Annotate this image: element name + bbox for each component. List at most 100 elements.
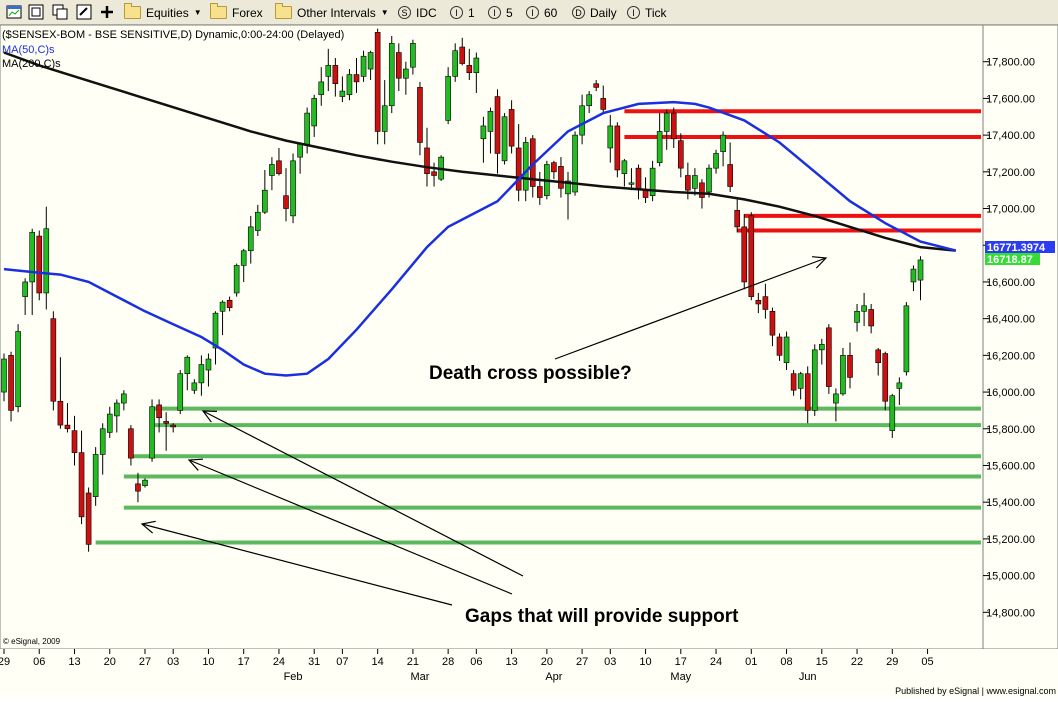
candle-down (85, 492, 92, 545)
candle-up (840, 355, 846, 395)
candle-up (480, 125, 487, 140)
y-tick-label: 15,600.00 (986, 460, 1035, 472)
candle-up (656, 131, 663, 163)
ma50-price-label: 16771.3974 (987, 242, 1046, 254)
candle-down (466, 65, 473, 74)
candle-down (508, 109, 515, 147)
x-month-label: Mar (410, 671, 429, 683)
x-tick-label: 07 (336, 656, 348, 668)
candle-down (558, 166, 564, 189)
x-tick-label: 29 (886, 656, 898, 668)
x-tick-label: 29 (0, 656, 10, 668)
candles (1, 28, 924, 552)
price-chart[interactable]: 14,800.00 15,000.00 15,200.00 15,400.00 15,6… (0, 24, 1058, 697)
tick-circle-icon: I (627, 6, 640, 19)
candle-up (663, 112, 670, 132)
candle-up (854, 311, 860, 323)
candle-up (149, 406, 155, 459)
candle-down (670, 112, 677, 140)
y-tick-label: 17,400.00 (986, 130, 1035, 142)
idc-button[interactable]: S IDC (398, 3, 437, 22)
candle-up (917, 259, 924, 281)
equities-menu[interactable]: Equities ▼ (124, 3, 202, 22)
candle-down (804, 373, 811, 411)
candle-up (184, 356, 191, 375)
candle-up (410, 43, 416, 68)
x-tick-label: 13 (505, 656, 517, 668)
interval-5-label: 5 (506, 5, 513, 20)
copy-chart-icon[interactable] (52, 4, 68, 20)
candle-up (29, 232, 36, 283)
candle-up (811, 349, 818, 411)
close-price-box (985, 253, 1040, 265)
candle-up (628, 182, 635, 185)
candle-up (106, 413, 113, 433)
dropdown-caret-icon: ▼ (193, 8, 202, 17)
candle-down (734, 210, 741, 228)
candle-up (269, 164, 275, 176)
x-tick-label: 13 (68, 656, 80, 668)
candle-up (15, 331, 21, 408)
forex-menu[interactable]: Forex (210, 3, 263, 22)
interval-60-button[interactable]: I 60 (526, 3, 557, 22)
candle-down (515, 147, 522, 191)
candle-down (741, 226, 748, 283)
other-intervals-menu[interactable]: Other Intervals ▼ (275, 3, 389, 22)
candle-down (64, 424, 71, 430)
y-tick-label: 14,800.00 (986, 607, 1035, 619)
idc-label: IDC (416, 5, 437, 20)
x-tick-label: 15 (816, 656, 828, 668)
daily-label: Daily (590, 5, 617, 20)
candle-up (346, 74, 353, 96)
x-tick-label: 14 (372, 656, 384, 668)
candle-up (121, 393, 127, 404)
arrow-head (187, 458, 204, 471)
x-tick-label: 28 (442, 656, 454, 668)
candle-up (501, 116, 508, 162)
candle-down (36, 235, 43, 294)
ma50-line (3, 100, 957, 377)
zoom-icon[interactable] (28, 4, 44, 20)
candle-up (818, 344, 825, 351)
candle-up (452, 50, 459, 77)
equities-label: Equities (146, 5, 189, 20)
x-tick-label: 05 (921, 656, 933, 668)
candle-down (727, 164, 733, 187)
candle-down (57, 400, 64, 426)
candle-up (896, 382, 903, 389)
add-icon[interactable] (99, 4, 115, 20)
candle-up (311, 98, 318, 127)
candle-up (713, 153, 719, 169)
price-axis-panel (982, 24, 1058, 650)
candle-up (255, 211, 261, 231)
interval-60-label: 60 (544, 5, 558, 20)
new-chart-icon[interactable] (6, 4, 22, 20)
x-tick-label: 08 (780, 656, 792, 668)
moving-averages (3, 51, 957, 377)
dropdown-caret-icon: ▼ (380, 8, 389, 17)
interval-1-label: 1 (468, 5, 475, 20)
candle-up (142, 479, 148, 486)
candle-up (910, 268, 917, 283)
candle-up (586, 94, 592, 107)
properties-icon[interactable] (76, 4, 92, 20)
candle-up (318, 81, 325, 96)
y-tick-label: 17,000.00 (986, 204, 1035, 216)
x-tick-label: 24 (710, 656, 722, 668)
candle-down (699, 182, 705, 198)
candle-up (565, 180, 571, 195)
support-lines (95, 406, 981, 545)
candle-up (473, 57, 480, 74)
candle-up (720, 134, 726, 152)
candle-up (797, 373, 804, 389)
x-month-label: Jun (799, 671, 817, 683)
daily-button[interactable]: D Daily (572, 3, 617, 22)
death-cross-annotation: Death cross possible? (429, 363, 632, 384)
tick-button[interactable]: I Tick (627, 3, 667, 22)
published-text: Published by eSignal | www.esignal.com (895, 686, 1056, 696)
candle-down (769, 311, 776, 336)
x-month-label: May (670, 671, 691, 683)
candle-down (78, 452, 85, 518)
